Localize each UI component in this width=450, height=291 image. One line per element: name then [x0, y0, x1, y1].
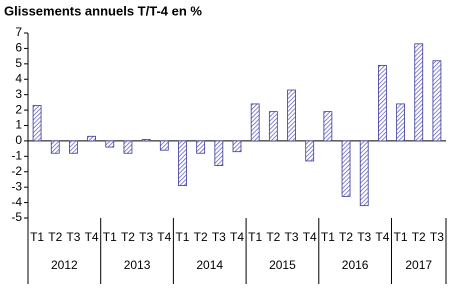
x-tick-label: T4: [303, 230, 317, 244]
bar: [141, 138, 151, 142]
bar: [250, 103, 260, 142]
bar: [323, 111, 333, 142]
x-tick-label: T1: [321, 230, 335, 244]
x-tick-label: T1: [30, 230, 44, 244]
y-tick-label: 1: [15, 118, 22, 132]
x-tick-label: T3: [66, 230, 80, 244]
y-tick-label: 0: [15, 133, 22, 147]
x-group-label: 2015: [269, 258, 296, 272]
x-tick-label: T1: [175, 230, 189, 244]
x-tick-label: T2: [48, 230, 62, 244]
x-tick-label: T2: [121, 230, 135, 244]
bar: [214, 140, 224, 166]
y-tick-label: -1: [11, 149, 22, 163]
bar: [159, 140, 169, 151]
bar: [69, 140, 78, 154]
bar: [432, 60, 442, 142]
x-tick-label: T2: [412, 230, 426, 244]
bar: [32, 105, 42, 142]
x-tick-label: T1: [248, 230, 262, 244]
x-tick-label: T3: [212, 230, 226, 244]
chart-title: Glissements annuels T/T-4 en %: [4, 3, 202, 18]
x-tick-label: T4: [85, 230, 99, 244]
bar: [232, 140, 242, 153]
x-group-label: 2013: [124, 258, 151, 272]
x-tick-label: T2: [339, 230, 353, 244]
x-tick-label: T1: [394, 230, 408, 244]
bar: [341, 140, 351, 197]
x-group-label: 2016: [342, 258, 369, 272]
x-tick-label: T4: [375, 230, 389, 244]
x-tick-label: T1: [103, 230, 117, 244]
y-tick-label: 7: [15, 25, 22, 39]
bar: [359, 140, 369, 207]
bar: [287, 89, 296, 142]
bar: [105, 140, 115, 148]
y-tick-label: -3: [11, 179, 22, 193]
y-tick-label: 5: [15, 56, 22, 70]
x-tick-label: T4: [230, 230, 244, 244]
bar: [196, 140, 206, 154]
y-tick-label: 6: [15, 41, 22, 55]
y-tick-label: -4: [11, 195, 22, 209]
x-tick-label: T3: [285, 230, 299, 244]
bar: [268, 111, 278, 142]
x-tick-label: T2: [194, 230, 208, 244]
y-tick-label: 4: [15, 71, 22, 85]
bar: [414, 43, 424, 142]
bar: [50, 140, 60, 154]
bar: [305, 140, 315, 162]
bar: [87, 135, 97, 142]
x-group-label: 2014: [196, 258, 223, 272]
x-group-label: 2017: [405, 258, 432, 272]
x-tick-label: T3: [357, 230, 371, 244]
bar: [178, 140, 187, 187]
y-tick-label: 2: [15, 102, 22, 116]
x-tick-label: T4: [157, 230, 171, 244]
bar: [123, 140, 133, 154]
y-tick-label: -5: [11, 210, 22, 224]
x-group-label: 2012: [51, 258, 78, 272]
bar: [396, 103, 405, 142]
y-tick-label: 3: [15, 87, 22, 101]
x-tick-label: T2: [266, 230, 280, 244]
x-tick-label: T3: [139, 230, 153, 244]
x-tick-label: T3: [430, 230, 444, 244]
y-tick-label: -2: [11, 164, 22, 178]
bar: [377, 64, 387, 142]
